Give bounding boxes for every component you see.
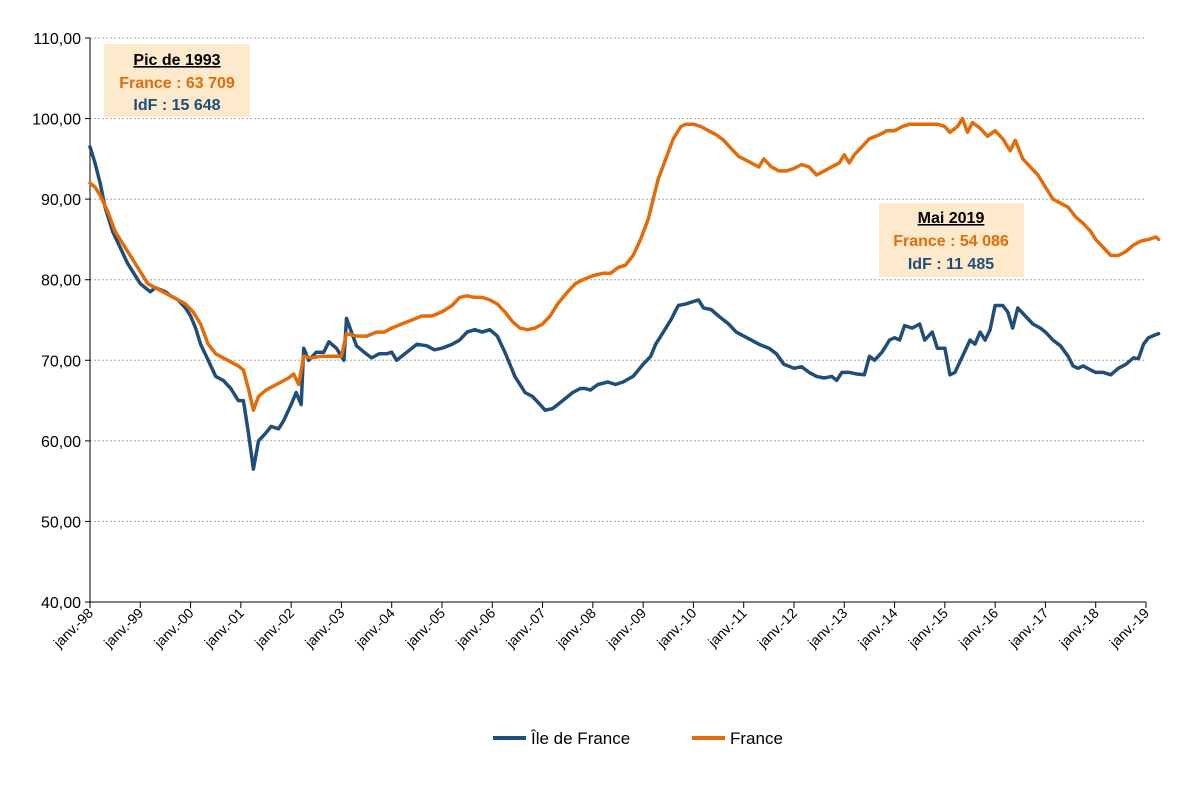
y-tick-label: 110,00 — [33, 31, 81, 48]
y-tick-label: 80,00 — [41, 273, 81, 290]
x-tick-label: janv.-15 — [904, 605, 951, 652]
y-tick-label: 50,00 — [41, 514, 81, 531]
x-tick-label: janv.-16 — [955, 605, 1002, 652]
x-tick-label: janv.-12 — [754, 605, 801, 652]
x-tick-label: janv.-02 — [251, 605, 298, 652]
x-tick-label: janv.-07 — [502, 605, 549, 652]
x-tick-label: janv.-18 — [1055, 605, 1102, 652]
x-tick-label: janv.-09 — [603, 605, 650, 652]
y-axis: 40,00 50,00 60,00 70,00 80,00 90,00 100,00 110,… — [32, 31, 91, 612]
annotation-france-value: France : 54 086 — [893, 233, 1009, 250]
annotation-may-2019: Mai 2019 France : 54 086 IdF : 11 485 — [879, 203, 1024, 277]
x-tick-label: janv.-04 — [351, 605, 398, 652]
x-tick-label: janv.-14 — [854, 605, 901, 652]
x-tick-label: janv.-17 — [1005, 605, 1052, 652]
x-tick-label: janv.-00 — [150, 605, 197, 652]
series-lines — [88, 116, 1161, 471]
y-tick-label: 60,00 — [41, 434, 81, 451]
annotation-box — [879, 203, 1024, 277]
annotation-france-value: France : 63 709 — [119, 75, 235, 92]
y-tick-label: 70,00 — [41, 353, 81, 370]
series-line-ile-de-france — [88, 145, 1161, 471]
x-tick-label: janv.-06 — [452, 605, 499, 652]
x-tick-label: janv.-01 — [200, 605, 247, 652]
x-tick-label: janv.-19 — [1106, 605, 1153, 652]
x-tick-label: janv.-03 — [301, 605, 348, 652]
x-axis: janv.-98 janv.-99 janv.-00 janv.-01 janv.-02… — [50, 601, 1153, 652]
annotation-idf-value: IdF : 15 648 — [133, 97, 220, 114]
annotation-title: Pic de 1993 — [133, 52, 220, 69]
y-tick-label: 40,00 — [41, 595, 81, 612]
x-tick-label: janv.-11 — [704, 605, 750, 651]
legend: Île de France France — [493, 729, 783, 748]
annotation-idf-value: IdF : 11 485 — [908, 256, 994, 273]
gridlines — [90, 37, 1146, 522]
annotation-title: Mai 2019 — [918, 210, 985, 227]
x-tick-label: janv.-08 — [552, 605, 599, 652]
x-tick-label: janv.-10 — [653, 605, 700, 652]
annotation-box — [104, 44, 250, 117]
series-line-france — [88, 116, 1161, 412]
x-tick-label: janv.-13 — [804, 605, 851, 652]
legend-label-idf: Île de France — [530, 729, 630, 748]
y-tick-label: 100,00 — [32, 112, 81, 129]
x-tick-label: janv.-99 — [100, 605, 147, 652]
y-tick-label: 90,00 — [41, 192, 81, 209]
annotation-peak-1993: Pic de 1993 France : 63 709 IdF : 15 648 — [104, 44, 250, 117]
x-tick-label: janv.-05 — [402, 605, 449, 652]
legend-label-france: France — [730, 729, 783, 748]
